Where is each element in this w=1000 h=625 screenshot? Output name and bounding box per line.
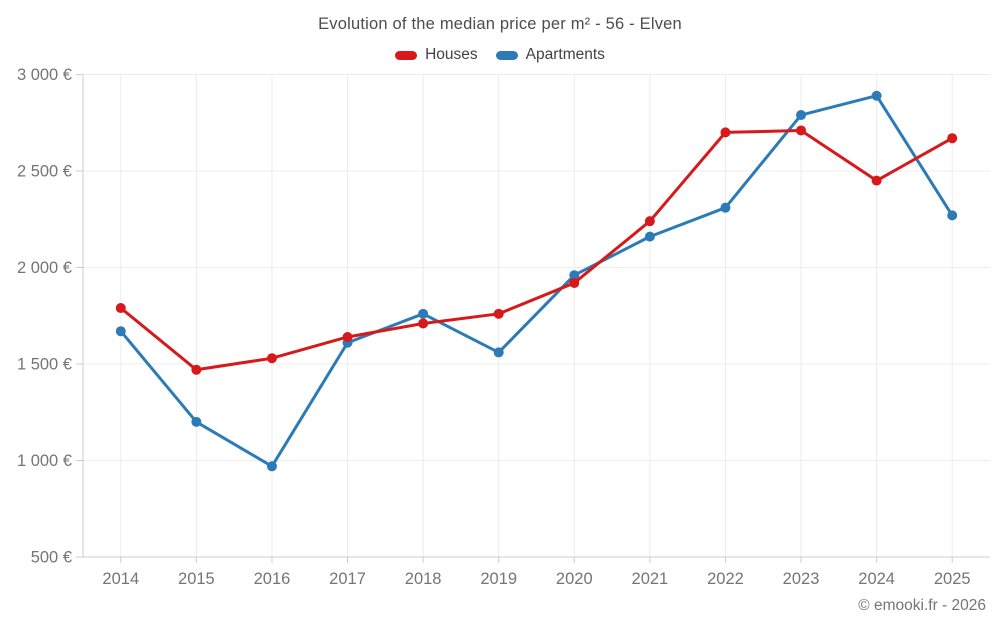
- apartments-point-2018[interactable]: [418, 308, 429, 319]
- apartments-point-2020[interactable]: [569, 270, 580, 281]
- x-axis-tick-label: 2022: [707, 570, 744, 588]
- houses-point-2017[interactable]: [342, 331, 353, 342]
- houses-point-2018[interactable]: [418, 318, 429, 329]
- x-axis-tick-label: 2021: [632, 570, 669, 588]
- houses-line: [119, 128, 954, 372]
- x-axis-tick-label: 2025: [934, 570, 971, 588]
- legend-label-apartments: Apartments: [525, 46, 605, 63]
- x-axis-tick-label: 2019: [480, 570, 517, 588]
- houses-point-2019[interactable]: [493, 308, 504, 319]
- apartments-point-2023[interactable]: [796, 110, 807, 121]
- x-axis-tick-label: 2017: [329, 570, 366, 588]
- apartments-point-2025[interactable]: [947, 210, 958, 221]
- legend: Houses Apartments: [0, 46, 1000, 64]
- houses-point-2014[interactable]: [115, 303, 126, 314]
- y-axis-tick-label: 2 000 €: [17, 259, 72, 277]
- apartments-line: [119, 94, 954, 468]
- apartments-point-2022[interactable]: [720, 202, 731, 213]
- chart-title: Evolution of the median price per m² - 5…: [318, 15, 682, 33]
- copyright-watermark: © emooki.fr - 2026: [858, 597, 986, 614]
- apartments-point-2021[interactable]: [644, 231, 655, 242]
- houses-point-2015[interactable]: [191, 364, 202, 375]
- apartments-point-2015[interactable]: [191, 416, 202, 427]
- x-axis-tick-label: 2016: [254, 570, 291, 588]
- y-axis-tick-label: 2 500 €: [17, 163, 72, 181]
- houses-point-2024[interactable]: [871, 175, 882, 186]
- houses-point-2023[interactable]: [796, 125, 807, 136]
- x-axis-tick-label: 2015: [178, 570, 215, 588]
- houses-point-2021[interactable]: [644, 216, 655, 227]
- houses-point-2016[interactable]: [266, 353, 277, 364]
- y-axis-tick-label: 1 000 €: [17, 452, 72, 470]
- x-axis-tick-label: 2018: [405, 570, 442, 588]
- houses-point-2025[interactable]: [947, 133, 958, 144]
- x-axis-tick-label: 2024: [858, 570, 895, 588]
- houses-series-swatch-icon: [395, 50, 418, 60]
- y-axis-tick-label: 3 000 €: [17, 66, 72, 84]
- apartments-point-2016[interactable]: [266, 461, 277, 472]
- houses-point-2022[interactable]: [720, 127, 731, 138]
- apartments-series-swatch-icon: [495, 50, 518, 60]
- x-axis-tick-label: 2020: [556, 570, 593, 588]
- x-axis-tick-label: 2014: [102, 570, 139, 588]
- houses-point-2020[interactable]: [569, 277, 580, 288]
- apartments-point-2014[interactable]: [115, 326, 126, 337]
- apartments-point-2024[interactable]: [871, 90, 882, 101]
- x-axis-tick-label: 2023: [783, 570, 820, 588]
- legend-item-apartments[interactable]: Apartments: [495, 46, 605, 64]
- legend-item-houses[interactable]: Houses: [395, 46, 478, 64]
- y-axis-tick-label: 500 €: [31, 549, 72, 567]
- legend-label-houses: Houses: [425, 46, 478, 63]
- y-axis-tick-label: 1 500 €: [17, 356, 72, 374]
- apartments-point-2019[interactable]: [493, 347, 504, 358]
